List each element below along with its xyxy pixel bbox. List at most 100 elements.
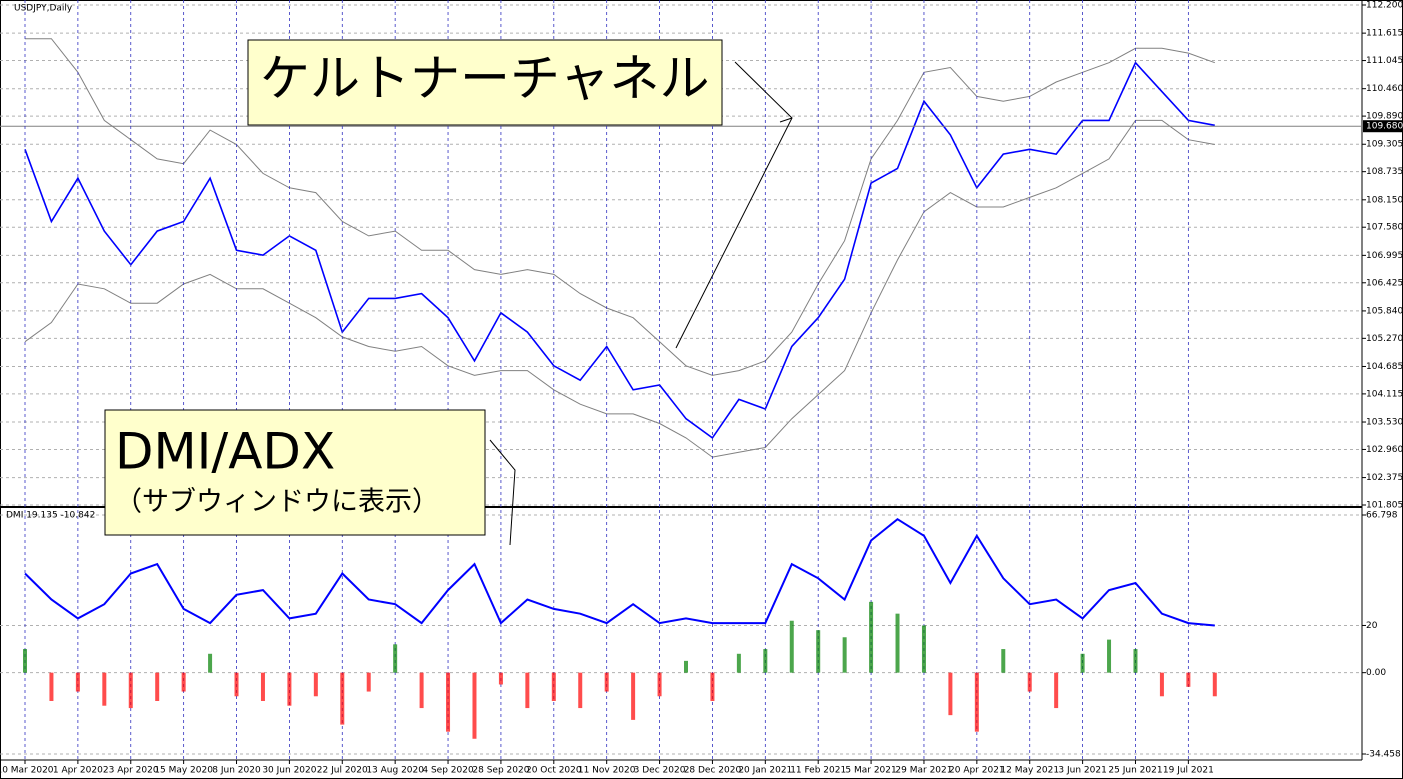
callout-line	[779, 117, 793, 123]
y-tick-label: 108.150	[1366, 195, 1403, 205]
y-tick-label: 101.805	[1366, 501, 1403, 511]
dmi-bar	[234, 672, 239, 697]
dmi-bar	[789, 620, 794, 673]
dmi-bar	[155, 672, 160, 701]
x-tick-label: 23 Apr 2020	[103, 766, 159, 776]
price-line	[24, 119, 1215, 458]
dmi-bar	[816, 630, 821, 673]
dmi-bar	[1133, 649, 1138, 673]
x-tick-label: 3 Jun 2021	[1058, 766, 1106, 776]
dmi-bar	[313, 672, 318, 697]
dmi-bar	[948, 672, 953, 716]
y-tick-label: 110.460	[1366, 84, 1403, 94]
y-tick-label: 109.890	[1366, 112, 1403, 122]
dmi-bar	[446, 672, 451, 732]
callout-box	[247, 39, 723, 126]
dmi-bar	[1027, 672, 1032, 692]
dmi-bar	[736, 653, 741, 673]
callout-line	[489, 439, 516, 546]
x-tick-label: 30 Jun 2020	[262, 766, 316, 776]
dmi-bar	[895, 613, 900, 673]
callout-box	[104, 409, 486, 536]
dmi-bar	[181, 672, 186, 692]
y-tick-label: 0.00	[1366, 668, 1386, 678]
x-tick-label: 19 Jul 2021	[1163, 766, 1214, 776]
dmi-bar	[1212, 672, 1217, 697]
dmi-bar	[631, 672, 636, 720]
y-tick-label: 111.045	[1366, 56, 1403, 66]
y-tick-label: 102.375	[1366, 473, 1403, 483]
dmi-bar	[260, 672, 265, 701]
y-tick-label: 112.200	[1366, 1, 1403, 11]
y-tick-label: 102.960	[1366, 445, 1403, 455]
y-tick-label: -34.458	[1366, 750, 1401, 760]
dmi-bar	[419, 672, 424, 709]
x-tick-label: 13 Aug 2020	[366, 766, 424, 776]
x-tick-label: 28 Dec 2020	[684, 766, 742, 776]
dmi-bar	[921, 625, 926, 673]
x-tick-label: 20 Apr 2021	[949, 766, 1005, 776]
x-tick-label: 12 May 2021	[1000, 766, 1059, 776]
dmi-bar	[974, 672, 979, 732]
x-tick-label: 11 Feb 2021	[790, 766, 846, 776]
dmi-bar	[393, 644, 398, 673]
x-tick-label: 15 May 2020	[154, 766, 213, 776]
x-tick-label: 28 Sep 2020	[472, 766, 529, 776]
y-tick-label: 109.305	[1366, 140, 1403, 150]
y-tick-label: 103.530	[1366, 418, 1403, 428]
dmi-bar	[657, 672, 662, 697]
y-tick-label: 66.798	[1366, 511, 1398, 521]
price-line	[24, 61, 1215, 440]
x-tick-label: 3 Dec 2020	[634, 766, 686, 776]
dmi-bar	[23, 649, 27, 673]
dmi-bar	[684, 660, 688, 673]
x-tick-label: 11 Nov 2020	[578, 766, 636, 776]
x-tick-label: 5 Mar 2021	[845, 766, 896, 776]
x-tick-label: 10 Mar 2020	[0, 766, 54, 776]
y-tick-label: 105.270	[1366, 334, 1403, 344]
y-tick-label: 107.580	[1366, 223, 1403, 233]
y-tick-label: 111.615	[1366, 29, 1403, 39]
dmi-bar	[49, 672, 54, 701]
x-tick-label: 20 Jan 2021	[738, 766, 792, 776]
dmi-bar	[498, 672, 503, 685]
x-tick-label: 20 Oct 2020	[526, 766, 582, 776]
dmi-bar	[1107, 639, 1112, 673]
y-tick-label: 105.840	[1366, 306, 1403, 316]
dmi-bar	[1186, 672, 1191, 687]
dmi-bar	[1001, 649, 1006, 673]
x-tick-label: 22 Jul 2020	[317, 766, 368, 776]
dmi-bar	[763, 649, 768, 673]
dmi-bar	[551, 672, 556, 701]
dmi-bar	[102, 672, 107, 706]
dmi-bar	[208, 653, 213, 673]
x-tick-label: 29 Mar 2021	[895, 766, 952, 776]
y-tick-label: 106.995	[1366, 251, 1403, 261]
x-tick-label: 25 Jun 2021	[1108, 766, 1162, 776]
chart-title: USDJPY,Daily	[14, 4, 73, 14]
dmi-bar	[604, 672, 609, 692]
dmi-bar	[869, 601, 874, 673]
x-tick-label: 1 Apr 2020	[53, 766, 103, 776]
callout-text: DMI/ADX	[115, 423, 335, 481]
dmi-bar	[366, 672, 371, 692]
callout-text: ケルトナーチャネル	[260, 50, 710, 108]
x-tick-label: 4 Sep 2020	[422, 766, 474, 776]
dmi-bar	[842, 637, 847, 673]
dmi-bar	[287, 672, 292, 706]
current-price-box	[1363, 120, 1402, 133]
indicator-title: DMI 19.135 -10.842	[6, 511, 95, 521]
dmi-bar	[340, 672, 345, 725]
dmi-bar	[128, 672, 133, 709]
y-tick-label: 104.115	[1366, 389, 1403, 399]
y-tick-label: 108.735	[1366, 167, 1403, 177]
y-tick-label: 20	[1366, 621, 1378, 631]
dmi-bar	[75, 672, 80, 692]
price-line	[25, 38, 1215, 376]
current-price-label: 109.680	[1366, 122, 1403, 132]
adx-line	[24, 517, 1215, 627]
dmi-bar	[710, 672, 715, 701]
callout-keltner: ケルトナーチャネル	[247, 39, 793, 349]
